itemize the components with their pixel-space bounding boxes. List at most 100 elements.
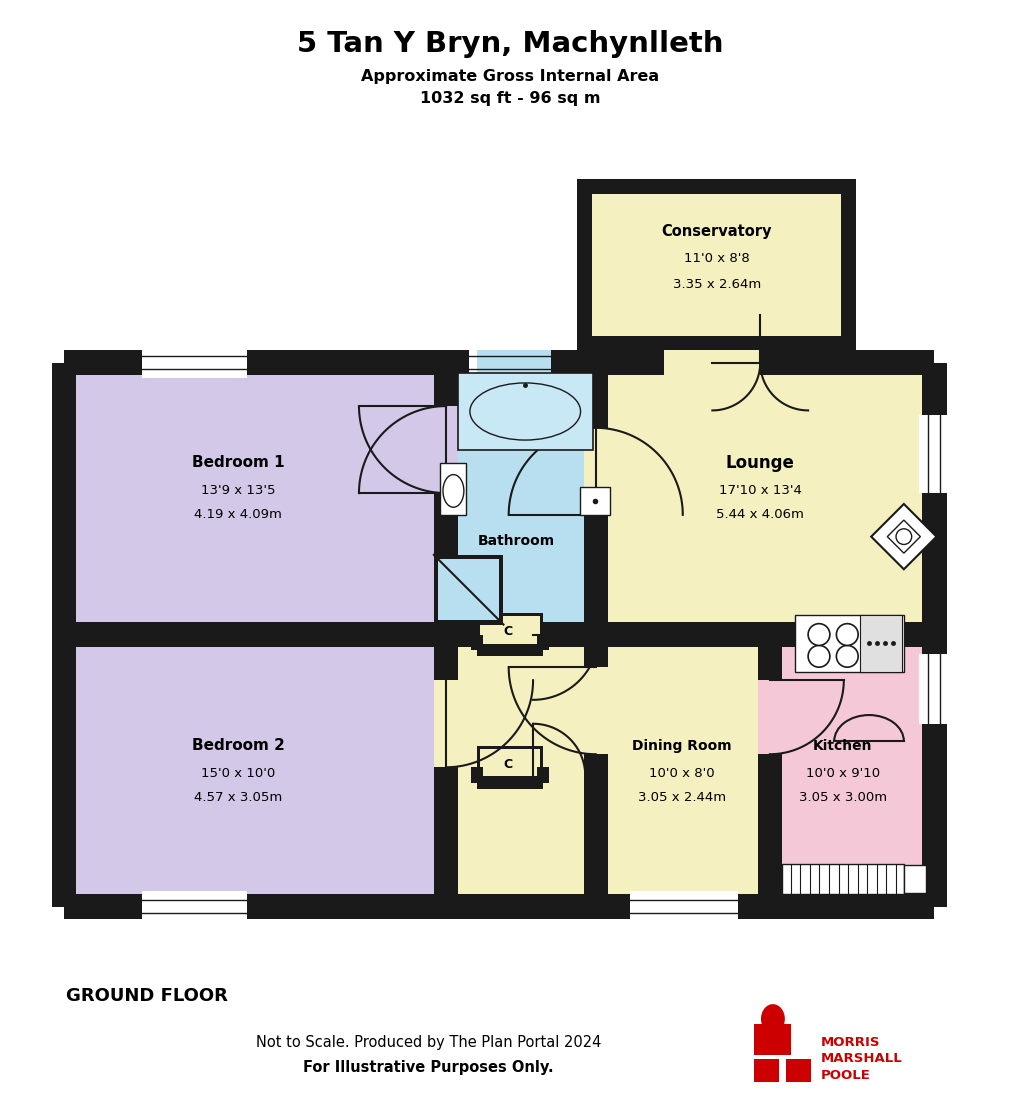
Bar [433, 362, 458, 907]
Bar [577, 341, 855, 350]
Bar [583, 667, 607, 754]
Text: 1032 sq ft - 96 sq m: 1032 sq ft - 96 sq m [420, 91, 599, 106]
Bar [757, 634, 782, 907]
Bar [918, 415, 949, 493]
Bar [468, 347, 551, 378]
Bar [498, 555, 503, 624]
Bar [433, 374, 595, 624]
Text: 5 Tan Y Bryn, Machynlleth: 5 Tan Y Bryn, Machynlleth [297, 30, 722, 58]
Bar [471, 634, 483, 649]
Bar [536, 634, 548, 649]
Bar [433, 555, 438, 624]
Bar [477, 780, 542, 783]
Text: C: C [502, 758, 512, 771]
Bar [539, 613, 542, 649]
Text: 3.05 x 2.44m: 3.05 x 2.44m [637, 792, 726, 804]
Text: Lounge: Lounge [726, 453, 794, 472]
Bar [64, 350, 577, 374]
Text: For Illustrative Purposes Only.: For Illustrative Purposes Only. [303, 1060, 553, 1075]
Text: Bedroom 1: Bedroom 1 [192, 456, 284, 470]
Bar [142, 891, 247, 922]
Bar [587, 350, 846, 374]
Bar [794, 615, 903, 671]
Bar [64, 622, 445, 647]
Bar [477, 746, 480, 783]
Text: 5.44 x 4.06m: 5.44 x 4.06m [715, 508, 803, 521]
Text: 4.57 x 3.05m: 4.57 x 3.05m [194, 792, 282, 804]
Bar [458, 373, 592, 450]
Bar [477, 350, 551, 374]
Polygon shape [870, 504, 935, 569]
Bar [477, 746, 542, 783]
Circle shape [836, 624, 857, 645]
Text: Not to Scale. Produced by The Plan Portal 2024: Not to Scale. Produced by The Plan Porta… [256, 1035, 600, 1050]
Ellipse shape [470, 383, 580, 440]
Bar [583, 428, 607, 515]
Bar [785, 1059, 810, 1082]
Text: Kitchen: Kitchen [812, 738, 872, 752]
Text: Bathroom: Bathroom [478, 534, 554, 548]
Text: 17'10 x 13'4: 17'10 x 13'4 [718, 484, 801, 497]
Bar [64, 350, 933, 374]
Text: Dining Room: Dining Room [632, 738, 731, 752]
Bar [433, 624, 620, 895]
Text: 10'0 x 8'0: 10'0 x 8'0 [648, 768, 714, 781]
Text: GROUND FLOOR: GROUND FLOOR [66, 988, 228, 1005]
Bar [753, 1059, 779, 1082]
Bar [595, 622, 933, 647]
Bar [64, 895, 933, 919]
Bar [859, 615, 901, 671]
Bar [433, 555, 503, 560]
Bar [477, 746, 542, 749]
Bar [921, 362, 946, 907]
Bar [757, 680, 782, 754]
Bar [587, 188, 592, 341]
Bar [568, 350, 587, 374]
Bar [477, 613, 542, 615]
Circle shape [836, 645, 857, 667]
Bar [477, 776, 542, 788]
Bar [142, 347, 247, 378]
Text: 15'0 x 10'0: 15'0 x 10'0 [201, 768, 275, 781]
Bar [477, 647, 542, 649]
Bar [433, 406, 458, 493]
Bar [846, 178, 855, 350]
Bar [583, 634, 607, 907]
Bar [440, 462, 466, 515]
Bar [841, 188, 846, 341]
Bar [663, 350, 759, 374]
Text: Conservatory: Conservatory [661, 224, 771, 240]
Circle shape [807, 624, 829, 645]
Bar [918, 654, 949, 724]
Bar [539, 746, 542, 783]
Text: MARSHALL: MARSHALL [820, 1052, 902, 1065]
Text: 13'9 x 13'5: 13'9 x 13'5 [201, 484, 275, 497]
Text: 10'0 x 9'10: 10'0 x 9'10 [805, 768, 879, 781]
Bar [903, 865, 924, 894]
Bar [577, 178, 587, 350]
Bar [577, 178, 855, 350]
Bar [433, 680, 458, 768]
Text: 4.19 x 4.09m: 4.19 x 4.09m [194, 508, 281, 521]
Bar [846, 350, 865, 374]
Bar [76, 636, 433, 895]
Bar [433, 620, 503, 624]
Text: 3.35 x 2.64m: 3.35 x 2.64m [672, 278, 760, 290]
Bar [595, 374, 921, 624]
Bar [629, 891, 738, 922]
Bar [753, 1024, 790, 1056]
Bar [769, 636, 921, 895]
Circle shape [895, 529, 911, 544]
Bar [52, 362, 76, 907]
Text: 11'0 x 8'8: 11'0 x 8'8 [683, 252, 749, 265]
Bar [782, 864, 903, 895]
Bar [76, 374, 433, 624]
Bar [587, 188, 846, 194]
Text: Approximate Gross Internal Area: Approximate Gross Internal Area [361, 69, 658, 84]
Bar [536, 768, 548, 783]
Bar [577, 178, 855, 188]
Bar [477, 644, 542, 656]
Text: MORRIS: MORRIS [820, 1036, 879, 1049]
Ellipse shape [442, 474, 464, 507]
Bar [433, 555, 503, 624]
